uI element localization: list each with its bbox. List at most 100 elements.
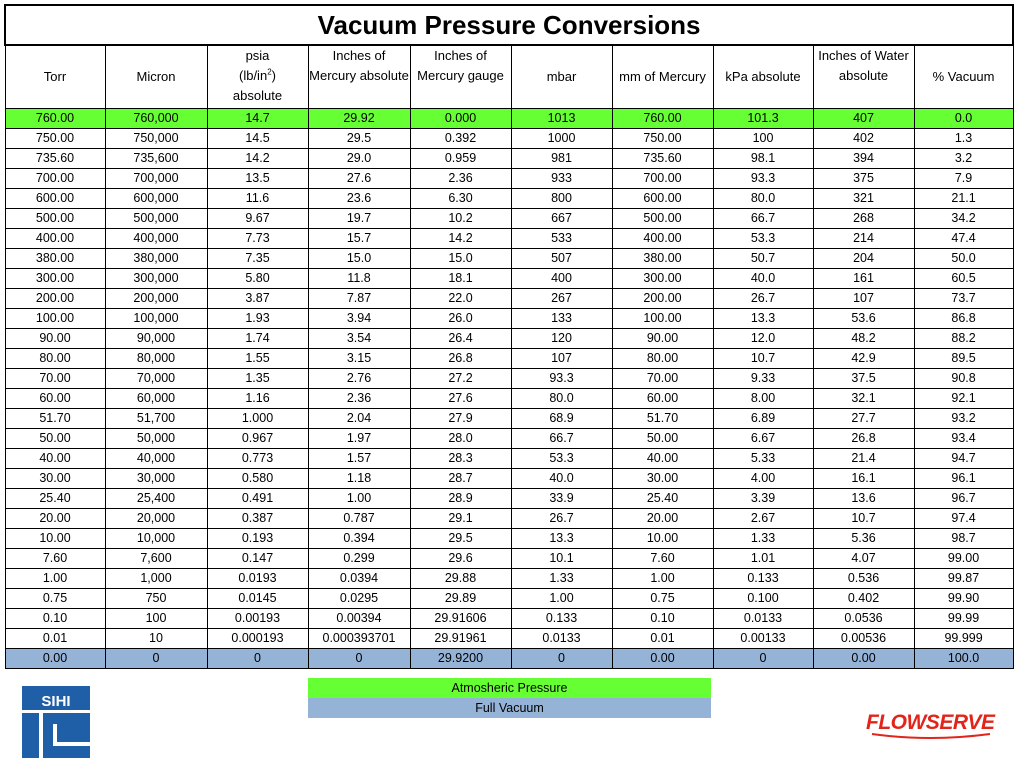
cell-torr: 380.00 <box>4 248 106 269</box>
cell-micron: 300,000 <box>104 268 208 289</box>
cell-micron: 760,000 <box>104 108 208 129</box>
cell-percent-vacuum: 60.5 <box>913 268 1014 289</box>
cell-psia: 3.87 <box>206 288 309 309</box>
cell-mm-mercury: 200.00 <box>611 288 714 309</box>
cell-torr: 0.10 <box>4 608 106 629</box>
cell-inhg-gauge: 2.36 <box>409 168 512 189</box>
cell-psia: 0.0145 <box>206 588 309 609</box>
cell-inh2o: 161 <box>812 268 915 289</box>
cell-percent-vacuum: 94.7 <box>913 448 1014 469</box>
cell-inh2o: 214 <box>812 228 915 249</box>
table-row: 25.40 25,400 0.491 1.00 28.9 33.9 25.40 3.39 13.… <box>4 488 1014 509</box>
cell-mbar: 667 <box>510 208 613 229</box>
table-row: 400.00 400,000 7.73 15.7 14.2 533 400.00 53.3 21… <box>4 228 1014 249</box>
table-row: 80.00 80,000 1.55 3.15 26.8 107 80.00 10.7 42.9 8… <box>4 348 1014 369</box>
cell-mm-mercury: 700.00 <box>611 168 714 189</box>
cell-micron: 400,000 <box>104 228 208 249</box>
cell-torr: 60.00 <box>4 388 106 409</box>
cell-mbar: 1.33 <box>510 568 613 589</box>
cell-mm-mercury: 70.00 <box>611 368 714 389</box>
cell-torr: 750.00 <box>4 128 106 149</box>
cell-mm-mercury: 0.00 <box>611 648 714 669</box>
cell-mm-mercury: 100.00 <box>611 308 714 329</box>
cell-inh2o: 4.07 <box>812 548 915 569</box>
cell-inhg-absolute: 7.87 <box>307 288 411 309</box>
cell-psia: 0.580 <box>206 468 309 489</box>
cell-mm-mercury: 7.60 <box>611 548 714 569</box>
table-row: 760.00 760,000 14.7 29.92 0.000 1013 760.00 101… <box>4 108 1014 129</box>
conversion-sheet: Vacuum Pressure Conversions Torr Micron … <box>3 4 1015 669</box>
cell-torr: 80.00 <box>4 348 106 369</box>
cell-mm-mercury: 0.75 <box>611 588 714 609</box>
header-inhg-absolute: Inches of Mercury absolute <box>307 44 411 109</box>
cell-inhg-gauge: 29.1 <box>409 508 512 529</box>
header-percent-vacuum: % Vacuum <box>913 44 1014 109</box>
cell-micron: 380,000 <box>104 248 208 269</box>
cell-torr: 7.60 <box>4 548 106 569</box>
cell-mbar: 0.133 <box>510 608 613 629</box>
cell-kpa: 50.7 <box>712 248 814 269</box>
cell-percent-vacuum: 89.5 <box>913 348 1014 369</box>
cell-kpa: 66.7 <box>712 208 814 229</box>
header-mm-mercury: mm of Mercury <box>611 44 714 109</box>
cell-kpa: 26.7 <box>712 288 814 309</box>
cell-psia: 0.00193 <box>206 608 309 629</box>
table-row: 50.00 50,000 0.967 1.97 28.0 66.7 50.00 6.67 26.… <box>4 428 1014 449</box>
cell-inhg-absolute: 0.000393701 <box>307 628 411 649</box>
cell-percent-vacuum: 99.999 <box>913 628 1014 649</box>
header-psia-exponent: 2 <box>267 67 272 77</box>
cell-mbar: 107 <box>510 348 613 369</box>
cell-percent-vacuum: 3.2 <box>913 148 1014 169</box>
cell-inhg-gauge: 0.959 <box>409 148 512 169</box>
cell-mbar: 40.0 <box>510 468 613 489</box>
cell-kpa: 2.67 <box>712 508 814 529</box>
cell-inh2o: 42.9 <box>812 348 915 369</box>
cell-mm-mercury: 0.01 <box>611 628 714 649</box>
cell-percent-vacuum: 97.4 <box>913 508 1014 529</box>
table-row: 60.00 60,000 1.16 2.36 27.6 80.0 60.00 8.00 32.1… <box>4 388 1014 409</box>
cell-inhg-absolute: 0.0295 <box>307 588 411 609</box>
cell-inhg-gauge: 27.6 <box>409 388 512 409</box>
cell-inhg-absolute: 29.92 <box>307 108 411 129</box>
header-psia-absolute: absolute <box>232 88 283 103</box>
cell-mm-mercury: 60.00 <box>611 388 714 409</box>
cell-psia: 14.2 <box>206 148 309 169</box>
cell-torr: 90.00 <box>4 328 106 349</box>
cell-micron: 735,600 <box>104 148 208 169</box>
table-row: 0.75 750 0.0145 0.0295 29.89 1.00 0.75 0.100 0.4… <box>4 588 1014 609</box>
header-inhg-gauge: Inches of Mercury gauge <box>409 44 512 109</box>
cell-inhg-absolute: 0.299 <box>307 548 411 569</box>
cell-kpa: 98.1 <box>712 148 814 169</box>
cell-mm-mercury: 300.00 <box>611 268 714 289</box>
cell-inhg-absolute: 3.15 <box>307 348 411 369</box>
cell-percent-vacuum: 100.0 <box>913 648 1014 669</box>
cell-torr: 0.00 <box>4 648 106 669</box>
cell-torr: 700.00 <box>4 168 106 189</box>
cell-micron: 1,000 <box>104 568 208 589</box>
cell-psia: 1.16 <box>206 388 309 409</box>
cell-inh2o: 375 <box>812 168 915 189</box>
cell-inhg-gauge: 29.91606 <box>409 608 512 629</box>
cell-mbar: 93.3 <box>510 368 613 389</box>
cell-percent-vacuum: 88.2 <box>913 328 1014 349</box>
cell-inhg-absolute: 2.36 <box>307 388 411 409</box>
cell-inhg-gauge: 0.000 <box>409 108 512 129</box>
cell-kpa: 5.33 <box>712 448 814 469</box>
cell-torr: 400.00 <box>4 228 106 249</box>
cell-mm-mercury: 10.00 <box>611 528 714 549</box>
cell-inh2o: 53.6 <box>812 308 915 329</box>
header-psia-unit: psia <box>245 48 270 63</box>
cell-inh2o: 27.7 <box>812 408 915 429</box>
cell-inhg-gauge: 29.9200 <box>409 648 512 669</box>
cell-torr: 50.00 <box>4 428 106 449</box>
table-row: 70.00 70,000 1.35 2.76 27.2 93.3 70.00 9.33 37.5… <box>4 368 1014 389</box>
cell-inh2o: 16.1 <box>812 468 915 489</box>
header-micron: Micron <box>104 44 208 109</box>
cell-psia: 1.55 <box>206 348 309 369</box>
header-psia-formula: (lb/in <box>239 68 268 83</box>
cell-mbar: 533 <box>510 228 613 249</box>
cell-kpa: 12.0 <box>712 328 814 349</box>
table-row: 600.00 600,000 11.6 23.6 6.30 800 600.00 80.0 32… <box>4 188 1014 209</box>
cell-psia: 0.491 <box>206 488 309 509</box>
cell-mm-mercury: 380.00 <box>611 248 714 269</box>
